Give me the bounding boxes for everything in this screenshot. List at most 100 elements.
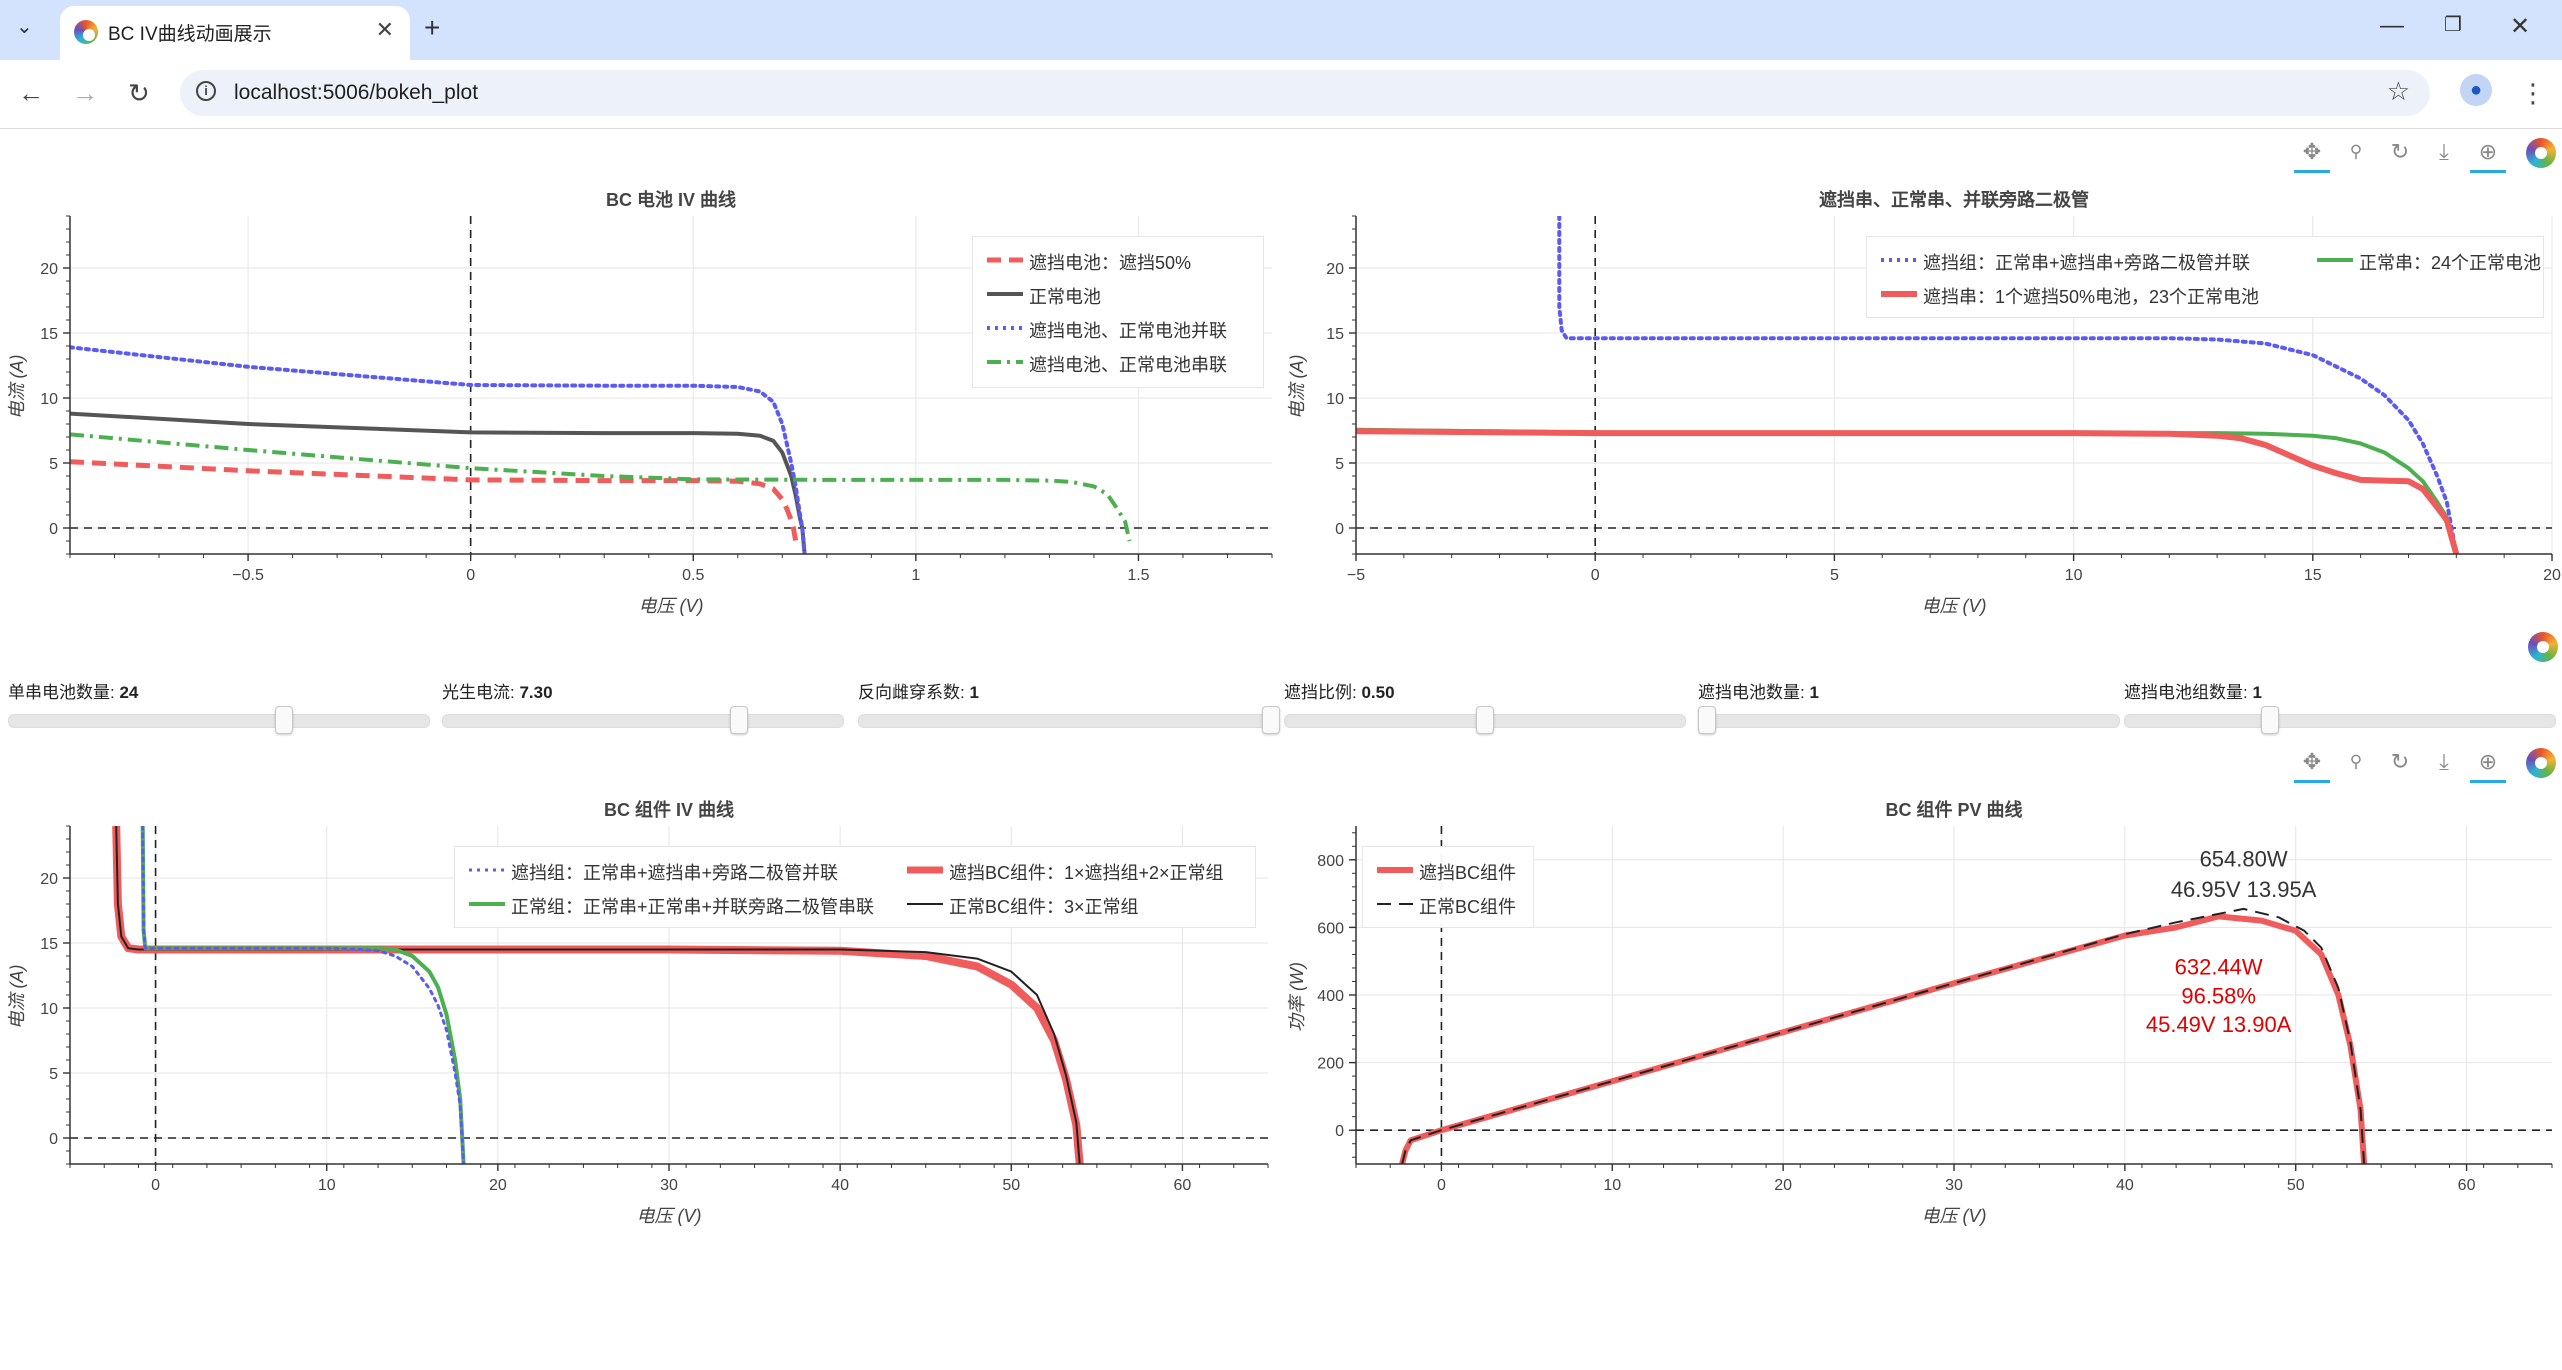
legend-swatch	[1881, 291, 1917, 297]
slider-track[interactable]	[8, 714, 430, 728]
legend[interactable]: 遮挡电池：遮挡50% 正常电池 遮挡电池、正常电池并联 遮挡电池、正常电池串联	[972, 236, 1264, 388]
y-tick-label: 10	[40, 391, 58, 408]
forward-icon[interactable]: →	[72, 78, 98, 108]
legend-label: 遮挡组：正常串+遮挡串+旁路二极管并联	[1923, 253, 2251, 273]
y-axis-label: 功率 (W)	[1287, 962, 1307, 1032]
annotation-label: 654.80W	[2200, 847, 2288, 872]
y-tick-label: 20	[1326, 261, 1344, 278]
slider-5[interactable]: 遮挡电池组数量: 1	[2124, 678, 2556, 738]
y-axis-label: 电流 (A)	[1287, 354, 1307, 420]
y-tick-label: 15	[40, 326, 58, 343]
x-tick-label: 0.5	[682, 567, 704, 584]
slider-handle[interactable]	[1698, 706, 1716, 734]
x-tick-label: 40	[2116, 1177, 2134, 1194]
y-tick-label: 600	[1317, 920, 1344, 937]
legend-swatch	[907, 866, 943, 874]
tab-close-icon[interactable]: ✕	[375, 17, 394, 42]
reset-tool-icon[interactable]: ↻	[2390, 749, 2410, 774]
slider-track[interactable]	[2124, 714, 2556, 728]
slider-label-text: 遮挡电池数量:	[1698, 683, 1810, 702]
chart-svg[interactable]: 0 10 20 30 40 50 60 0 5 10 15 20	[0, 790, 1290, 1240]
box-zoom-tool-icon[interactable]: ⚲	[2349, 142, 2363, 161]
slider-handle[interactable]	[730, 706, 748, 734]
bokeh-logo-icon[interactable]	[2528, 632, 2558, 662]
menu-icon[interactable]: ⋮	[2520, 78, 2546, 108]
legend-swatch	[469, 902, 505, 906]
chart-svg[interactable]: −5 0 5 10 15 20 0 5 10 15 20	[1280, 180, 2562, 630]
slider-label: 遮挡电池组数量: 1	[2124, 678, 2262, 703]
slider-1[interactable]: 光生电流: 7.30	[442, 678, 844, 738]
series-line-1	[1356, 427, 2459, 554]
x-tick-label: −0.5	[232, 567, 264, 584]
slider-label-text: 单串电池数量:	[8, 683, 120, 702]
reload-icon[interactable]: ↻	[128, 78, 150, 108]
series-line-0	[1557, 216, 2459, 554]
slider-track[interactable]	[1698, 714, 2120, 728]
minimize-icon[interactable]: —	[2380, 12, 2404, 39]
window-close-icon[interactable]: ✕	[2510, 13, 2531, 40]
profile-icon[interactable]: ●	[2460, 74, 2492, 106]
annotation-label: 632.44W	[2175, 955, 2263, 980]
restore-icon[interactable]: ❐	[2444, 14, 2462, 36]
legend-swatch	[1377, 867, 1413, 873]
y-tick-label: 0	[1335, 1123, 1344, 1140]
legend-label: 正常电池	[1029, 287, 1101, 307]
box-zoom-tool-icon[interactable]: ⚲	[2349, 752, 2363, 771]
slider-4[interactable]: 遮挡电池数量: 1	[1698, 678, 2120, 738]
hover-tool-icon[interactable]: ⊕	[2470, 744, 2506, 783]
legend-swatch	[2317, 258, 2353, 262]
chart-svg[interactable]: −0.5 0 0.5 1 1.5 0 5 10 15 20	[0, 180, 1290, 630]
slider-value: 1	[1809, 683, 1819, 702]
legend-label: 遮挡电池、正常电池串联	[1029, 355, 1227, 375]
pan-tool-icon[interactable]: ✥	[2294, 134, 2330, 173]
slider-handle[interactable]	[1476, 706, 1494, 734]
y-tick-label: 200	[1317, 1056, 1344, 1073]
annotation-label: 46.95V 13.95A	[2171, 877, 2317, 902]
hover-tool-icon[interactable]: ⊕	[2470, 134, 2506, 173]
slider-handle[interactable]	[274, 706, 293, 734]
y-tick-label: 20	[40, 261, 58, 278]
x-axis-label: 电压 (V)	[638, 596, 704, 616]
save-tool-icon[interactable]: ⤓	[2439, 749, 2449, 774]
slider-track[interactable]	[442, 714, 844, 728]
legend[interactable]: 遮挡BC组件 正常BC组件	[1362, 846, 1534, 928]
pan-tool-icon[interactable]: ✥	[2294, 744, 2330, 783]
x-axis-label: 电压 (V)	[1921, 1206, 1987, 1226]
slider-track[interactable]	[858, 714, 1280, 728]
back-icon[interactable]: ←	[18, 78, 44, 108]
slider-label-text: 遮挡电池组数量:	[2124, 683, 2253, 702]
x-tick-label: 60	[1174, 1177, 1192, 1194]
slider-3[interactable]: 遮挡比例: 0.50	[1284, 678, 1686, 738]
browser-tab[interactable]: BC IV曲线动画展示 ✕	[60, 6, 410, 60]
bookmark-star-icon[interactable]: ☆	[2386, 76, 2410, 106]
legend[interactable]: 遮挡组：正常串+遮挡串+旁路二极管并联 遮挡BC组件：1×遮挡组+2×正常组 正常组…	[454, 846, 1256, 928]
x-tick-label: 50	[2287, 1177, 2305, 1194]
slider-handle[interactable]	[2260, 706, 2279, 734]
slider-0[interactable]: 单串电池数量: 24	[8, 678, 430, 738]
y-tick-label: 0	[49, 1131, 58, 1148]
slider-label-text: 反向雌穿系数:	[858, 683, 970, 702]
x-tick-label: 15	[2304, 567, 2322, 584]
site-info-icon[interactable]: i	[196, 81, 216, 101]
x-tick-label: 0	[1591, 567, 1600, 584]
legend-swatch	[987, 326, 1023, 330]
bokeh-logo-icon[interactable]	[2526, 138, 2556, 168]
slider-value: 1	[969, 683, 979, 702]
slider-handle[interactable]	[1262, 706, 1280, 734]
tab-search-icon[interactable]: ⌄	[16, 16, 33, 38]
legend-swatch	[907, 903, 943, 905]
bokeh-logo-icon[interactable]	[2526, 748, 2556, 778]
legend[interactable]: 遮挡组：正常串+遮挡串+旁路二极管并联 正常串：24个正常电池 遮挡串：1个遮挡50…	[1866, 236, 2544, 318]
y-axis-label: 电流 (A)	[7, 964, 27, 1030]
legend-label: 正常组：正常串+正常串+并联旁路二极管串联	[511, 897, 875, 917]
reset-tool-icon[interactable]: ↻	[2390, 139, 2410, 164]
url-input[interactable]: i localhost:5006/bokeh_plot ☆	[180, 70, 2430, 116]
x-tick-label: 20	[489, 1177, 507, 1194]
slider-value: 1	[2252, 683, 2262, 702]
slider-2[interactable]: 反向雌穿系数: 1	[858, 678, 1280, 738]
save-tool-icon[interactable]: ⤓	[2439, 139, 2449, 164]
series-line-1	[70, 411, 807, 554]
new-tab-button[interactable]: +	[424, 12, 441, 43]
x-tick-label: 20	[2543, 567, 2561, 584]
